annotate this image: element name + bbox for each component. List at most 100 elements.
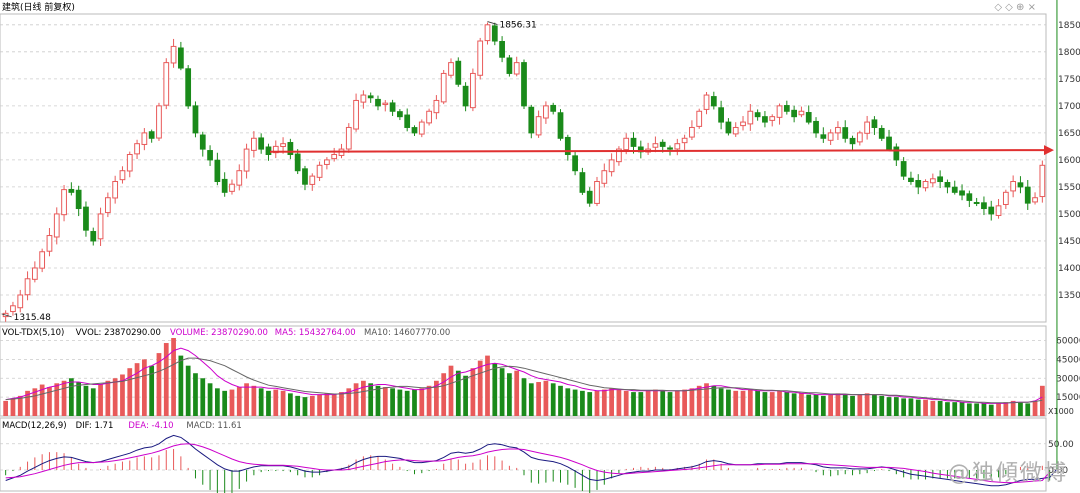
candle-body: [112, 181, 119, 199]
volume-bar: [543, 380, 549, 416]
candle-body: [981, 202, 987, 210]
volume-bar: [769, 392, 775, 416]
high-label: 1856.31: [499, 21, 536, 31]
volume-bar: [280, 390, 286, 416]
volume-bar: [565, 388, 571, 416]
volume-bar: [747, 389, 753, 416]
volume-bar: [587, 392, 593, 416]
volume-bar: [835, 393, 841, 416]
candle-body: [762, 116, 768, 123]
price-tick-label: 1400: [1058, 264, 1080, 274]
volume-bar: [791, 393, 797, 416]
volume-bar: [521, 378, 527, 416]
candle-body: [46, 235, 53, 252]
candle-body: [922, 181, 929, 189]
candle-body: [579, 172, 586, 193]
candle-body: [915, 180, 922, 188]
candle-body: [747, 110, 754, 125]
volume-bar: [974, 403, 980, 416]
volume-bar: [558, 385, 563, 416]
volume-bar: [988, 404, 994, 416]
candle-body: [689, 126, 695, 138]
candle-body: [740, 121, 746, 127]
candle-body: [813, 120, 819, 134]
candle-body: [397, 111, 403, 118]
volume-bar: [295, 395, 301, 416]
candle-body: [1024, 186, 1031, 204]
candle-body: [90, 231, 97, 242]
window-controls[interactable]: ◇ ◇ ⊕ ×: [994, 2, 1036, 13]
volume-ma10-label: MA10: 14607770.00: [364, 328, 450, 338]
candle-body: [1039, 164, 1046, 198]
volume-bar: [251, 385, 257, 416]
price-tick-label: 1550: [1058, 183, 1080, 193]
candle-body: [214, 159, 221, 183]
volume-bar: [171, 338, 176, 416]
price-tick-label: 1800: [1058, 48, 1080, 58]
candle-body: [929, 178, 936, 184]
candle-body: [126, 153, 133, 172]
candle-body: [97, 213, 104, 240]
volume-bar: [463, 375, 468, 416]
candle-body: [710, 96, 717, 107]
volume-bar: [667, 392, 673, 416]
volume-panel: 15000 30000 45000 60000 X1000 VOL-TDX(5,10) VV…: [0, 325, 1080, 417]
candle-body: [491, 25, 498, 42]
volume-bar: [937, 400, 943, 416]
volume-bar: [755, 390, 760, 416]
volume-bar: [470, 368, 476, 416]
volume-unit-label: X1000: [1048, 407, 1074, 416]
price-tick-label: 1500: [1058, 210, 1080, 220]
volume-bar: [214, 388, 220, 416]
volume-bar: [434, 380, 439, 416]
candle-body: [681, 137, 688, 144]
candle-body: [798, 110, 805, 116]
watermark: @独傾微博: [947, 461, 1068, 486]
volume-bar: [550, 383, 556, 416]
candle-body: [455, 60, 462, 85]
volume-bar: [952, 402, 958, 416]
candle-body: [805, 112, 812, 123]
volume-bar: [10, 398, 16, 416]
candle-body: [324, 159, 330, 165]
candle-body: [572, 155, 578, 172]
volume-bar: [572, 389, 578, 416]
volume-bar: [441, 373, 447, 416]
volume-bar: [426, 385, 432, 416]
volume-bar: [864, 393, 870, 416]
volume-bar: [609, 388, 614, 416]
volume-bar: [689, 388, 695, 416]
volume-bar: [966, 403, 972, 416]
volume-bar: [229, 389, 235, 416]
candle-body: [696, 110, 703, 127]
candle-body: [623, 137, 630, 151]
candle-body: [448, 62, 454, 76]
volume-bar: [412, 389, 417, 416]
candle-body: [389, 102, 396, 112]
volume-tick-label: 60000: [1056, 337, 1080, 347]
candle-body: [630, 137, 637, 147]
volume-bar: [61, 380, 67, 416]
candle-body: [506, 57, 513, 74]
volume-bar: [507, 373, 512, 416]
price-tick-label: 1650: [1058, 129, 1080, 139]
volume-bar: [39, 384, 45, 416]
candle-body: [652, 143, 659, 148]
macd-value-label: MACD: 11.61: [186, 421, 241, 431]
volume-bar: [1025, 403, 1031, 416]
volume-bar: [112, 378, 118, 416]
candle-body: [783, 105, 790, 112]
candle-body: [382, 102, 389, 106]
volume-bar: [653, 389, 658, 416]
volume-bar: [857, 394, 863, 416]
candle-body: [265, 146, 272, 155]
candle-body: [177, 47, 184, 69]
volume-bar: [368, 383, 374, 416]
volume-bar: [631, 392, 636, 416]
candle-body: [1010, 181, 1017, 192]
volume-bar: [660, 390, 666, 416]
candle-body: [703, 94, 710, 110]
volume-bar: [762, 392, 768, 416]
volume-bar: [302, 397, 308, 416]
candle-body: [973, 202, 980, 205]
